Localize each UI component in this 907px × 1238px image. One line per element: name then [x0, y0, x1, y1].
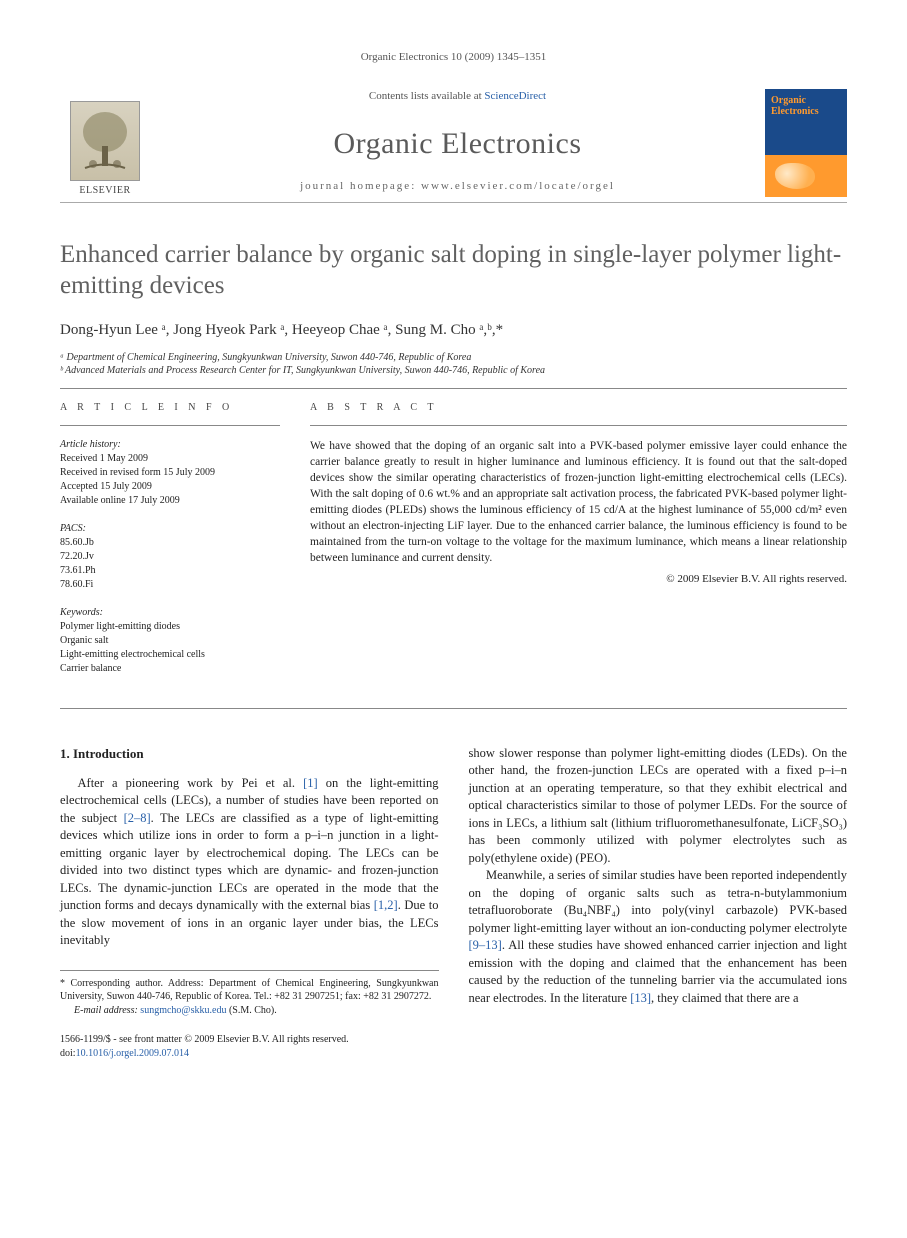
publisher-logo: ELSEVIER — [60, 83, 150, 202]
keyword: Light-emitting electrochemical cells — [60, 648, 280, 662]
elsevier-tree-icon — [70, 101, 140, 181]
contents-line: Contents lists available at ScienceDirec… — [369, 89, 546, 104]
journal-name: Organic Electronics — [333, 123, 581, 165]
bottom-matter: 1566-1199/$ - see front matter © 2009 El… — [60, 1033, 847, 1060]
intro-para-right-1: show slower response than polymer light-… — [469, 745, 848, 868]
author-list: Dong-Hyun Lee ᵃ, Jong Hyeok Park ᵃ, Heey… — [60, 320, 847, 341]
email-link[interactable]: sungmcho@skku.edu — [140, 1005, 226, 1016]
article-info-heading: A R T I C L E I N F O — [60, 401, 280, 415]
intro-para-left: After a pioneering work by Pei et al. [1… — [60, 775, 439, 950]
journal-cover-thumb: Organic Electronics — [765, 83, 847, 202]
footnotes: * Corresponding author. Address: Departm… — [60, 970, 439, 1018]
intro-para-right-2: Meanwhile, a series of similar studies h… — [469, 867, 848, 1007]
body-column-right: show slower response than polymer light-… — [469, 745, 848, 1018]
abstract-column: A B S T R A C T We have showed that the … — [310, 401, 847, 690]
pacs-code: 72.20.Jv — [60, 550, 280, 564]
doi-prefix: doi: — [60, 1048, 76, 1059]
abstract-copyright: © 2009 Elsevier B.V. All rights reserved… — [310, 572, 847, 587]
article-info-column: A R T I C L E I N F O Article history: R… — [60, 401, 280, 690]
pacs-code: 73.61.Ph — [60, 564, 280, 578]
history-line: Received 1 May 2009 — [60, 452, 280, 466]
running-head: Organic Electronics 10 (2009) 1345–1351 — [60, 50, 847, 65]
email-label: E-mail address: — [74, 1005, 140, 1016]
divider — [60, 388, 847, 389]
affiliations: ᵃ Department of Chemical Engineering, Su… — [60, 351, 847, 378]
history-line: Accepted 15 July 2009 — [60, 480, 280, 494]
keyword: Polymer light-emitting diodes — [60, 620, 280, 634]
article-title: Enhanced carrier balance by organic salt… — [60, 239, 847, 302]
pacs-code: 85.60.Jb — [60, 536, 280, 550]
pacs-label: PACS: — [60, 522, 280, 536]
section-heading-intro: 1. Introduction — [60, 745, 439, 763]
cover-title-2: Electronics — [771, 106, 819, 117]
keyword: Organic salt — [60, 634, 280, 648]
cover-strip-icon — [765, 155, 847, 197]
publisher-name: ELSEVIER — [79, 184, 130, 198]
affiliation-a: ᵃ Department of Chemical Engineering, Su… — [60, 351, 847, 365]
history-line: Received in revised form 15 July 2009 — [60, 466, 280, 480]
journal-homepage: journal homepage: www.elsevier.com/locat… — [300, 179, 615, 194]
body-column-left: 1. Introduction After a pioneering work … — [60, 745, 439, 1018]
abstract-text: We have showed that the doping of an org… — [310, 438, 847, 567]
corresponding-author: * Corresponding author. Address: Departm… — [60, 977, 439, 1004]
contents-prefix: Contents lists available at — [369, 90, 484, 102]
history-label: Article history: — [60, 438, 280, 452]
doi-link[interactable]: 10.1016/j.orgel.2009.07.014 — [76, 1048, 189, 1059]
abstract-heading: A B S T R A C T — [310, 401, 847, 415]
keywords-label: Keywords: — [60, 606, 280, 620]
email-suffix: (S.M. Cho). — [226, 1005, 276, 1016]
history-line: Available online 17 July 2009 — [60, 494, 280, 508]
journal-banner: ELSEVIER Contents lists available at Sci… — [60, 83, 847, 203]
pacs-code: 78.60.Fi — [60, 578, 280, 592]
affiliation-b: ᵇ Advanced Materials and Process Researc… — [60, 364, 847, 378]
banner-center: Contents lists available at ScienceDirec… — [150, 83, 765, 202]
front-matter-line: 1566-1199/$ - see front matter © 2009 El… — [60, 1033, 847, 1047]
cover-title-1: Organic — [771, 95, 806, 106]
keyword: Carrier balance — [60, 662, 280, 676]
sciencedirect-link[interactable]: ScienceDirect — [484, 90, 546, 102]
